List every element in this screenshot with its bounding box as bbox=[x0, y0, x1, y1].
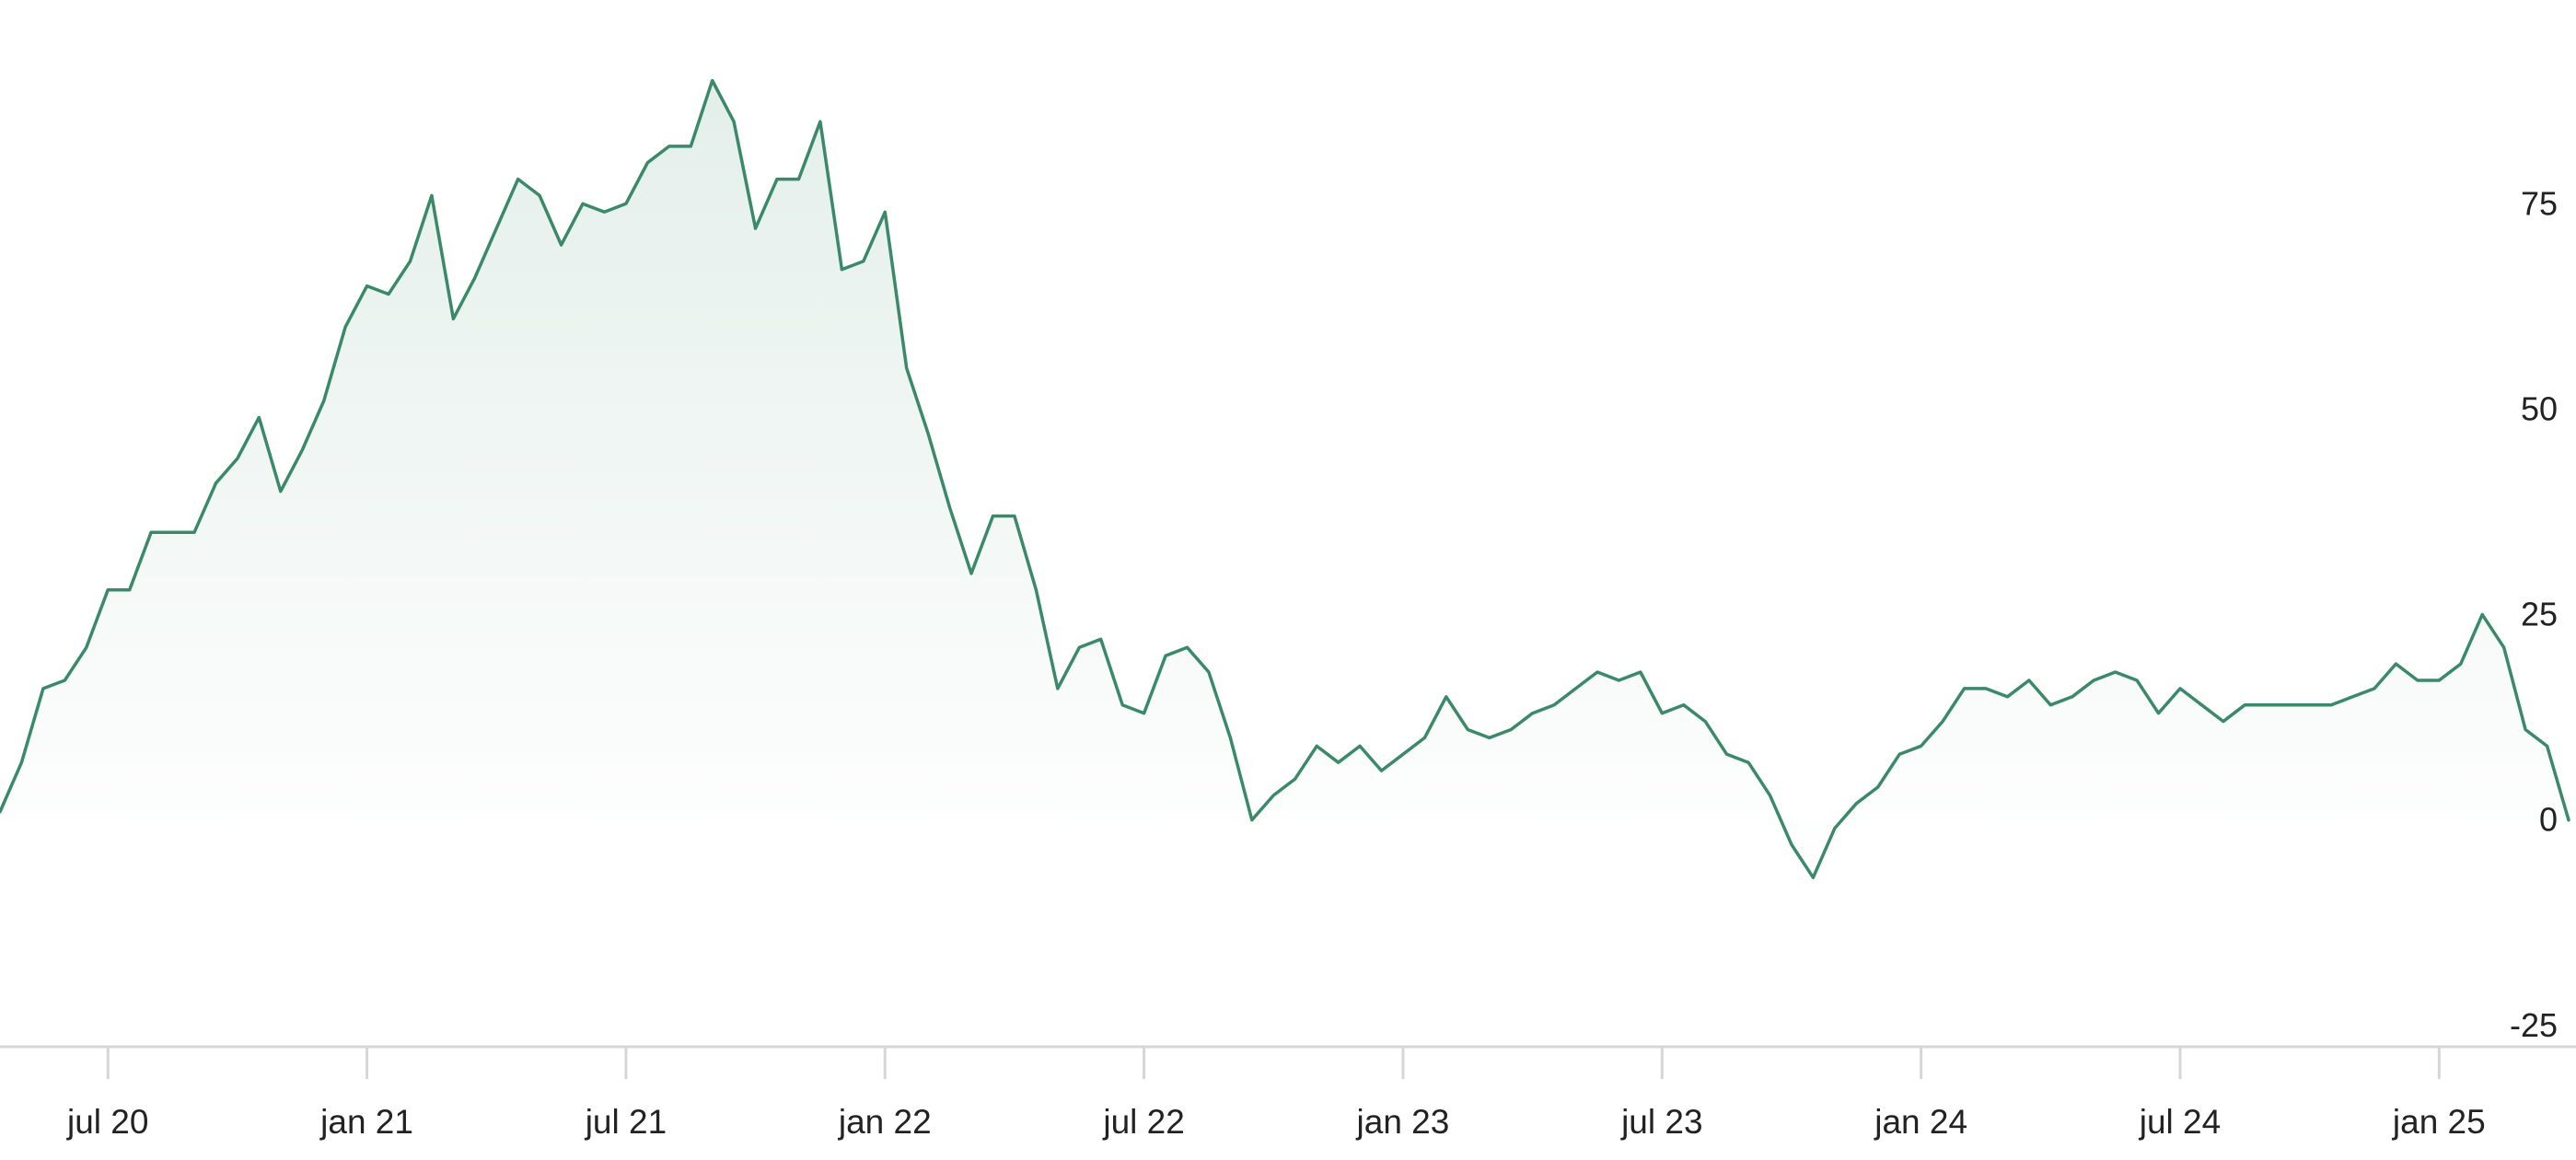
x-tick-label: jul 20 bbox=[66, 1103, 148, 1141]
x-tick-label: jan 24 bbox=[1874, 1103, 1967, 1141]
x-tick-label: jan 21 bbox=[319, 1103, 413, 1141]
y-tick-label: 50 bbox=[2521, 389, 2558, 427]
x-tick-label: jul 21 bbox=[585, 1103, 667, 1141]
y-tick-label: -25 bbox=[2510, 1006, 2558, 1044]
y-tick-label: 75 bbox=[2521, 184, 2558, 222]
x-tick-label: jan 23 bbox=[1356, 1103, 1450, 1141]
area-fill bbox=[0, 80, 2569, 878]
x-tick-label: jul 23 bbox=[1620, 1103, 1702, 1141]
x-tick-label: jan 25 bbox=[2392, 1103, 2486, 1141]
line bbox=[0, 78, 2570, 879]
x-tick-label: jan 22 bbox=[838, 1103, 932, 1141]
x-tick-label: jul 22 bbox=[1102, 1103, 1184, 1141]
y-tick-label: 25 bbox=[2521, 596, 2558, 633]
x-tick-label: jul 24 bbox=[2139, 1103, 2221, 1141]
